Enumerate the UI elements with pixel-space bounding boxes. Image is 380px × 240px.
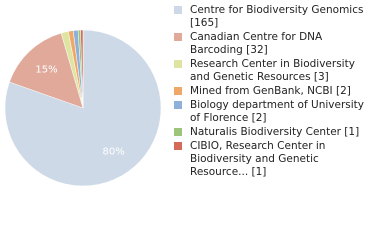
legend-swatch bbox=[174, 87, 182, 95]
legend-entry: Centre for Biodiversity Genomics [165] bbox=[174, 4, 374, 30]
legend-swatch bbox=[174, 6, 182, 14]
legend-entry: Biology department of University of Flor… bbox=[174, 99, 374, 125]
legend-label: CIBIO, Research Center in Biodiversity a… bbox=[190, 140, 326, 178]
legend-label: Canadian Centre for DNA Barcoding [32] bbox=[190, 31, 323, 56]
legend-entry: CIBIO, Research Center in Biodiversity a… bbox=[174, 140, 374, 179]
slice-label: 15% bbox=[35, 64, 57, 75]
legend-label: Biology department of University of Flor… bbox=[190, 99, 364, 124]
legend-entry: Canadian Centre for DNA Barcoding [32] bbox=[174, 31, 374, 57]
legend-swatch bbox=[174, 33, 182, 41]
legend-label: Research Center in Biodiversity and Gene… bbox=[190, 58, 355, 83]
legend-label: Mined from GenBank, NCBI [2] bbox=[190, 85, 351, 97]
legend-swatch bbox=[174, 142, 182, 150]
legend-swatch bbox=[174, 101, 182, 109]
legend: Centre for Biodiversity Genomics [165] Ca… bbox=[174, 4, 374, 179]
legend-entry: Mined from GenBank, NCBI [2] bbox=[174, 85, 374, 98]
slice-label: 80% bbox=[103, 146, 125, 157]
legend-entry: Naturalis Biodiversity Center [1] bbox=[174, 126, 374, 139]
legend-label: Centre for Biodiversity Genomics [165] bbox=[190, 4, 364, 29]
pie-slice bbox=[80, 29, 84, 109]
legend-label: Naturalis Biodiversity Center [1] bbox=[190, 126, 360, 138]
legend-entry: Research Center in Biodiversity and Gene… bbox=[174, 58, 374, 84]
pie-slice bbox=[9, 32, 84, 109]
legend-swatch bbox=[174, 60, 182, 68]
legend-swatch bbox=[174, 128, 182, 136]
pie-chart: 80% 15% bbox=[4, 29, 162, 187]
